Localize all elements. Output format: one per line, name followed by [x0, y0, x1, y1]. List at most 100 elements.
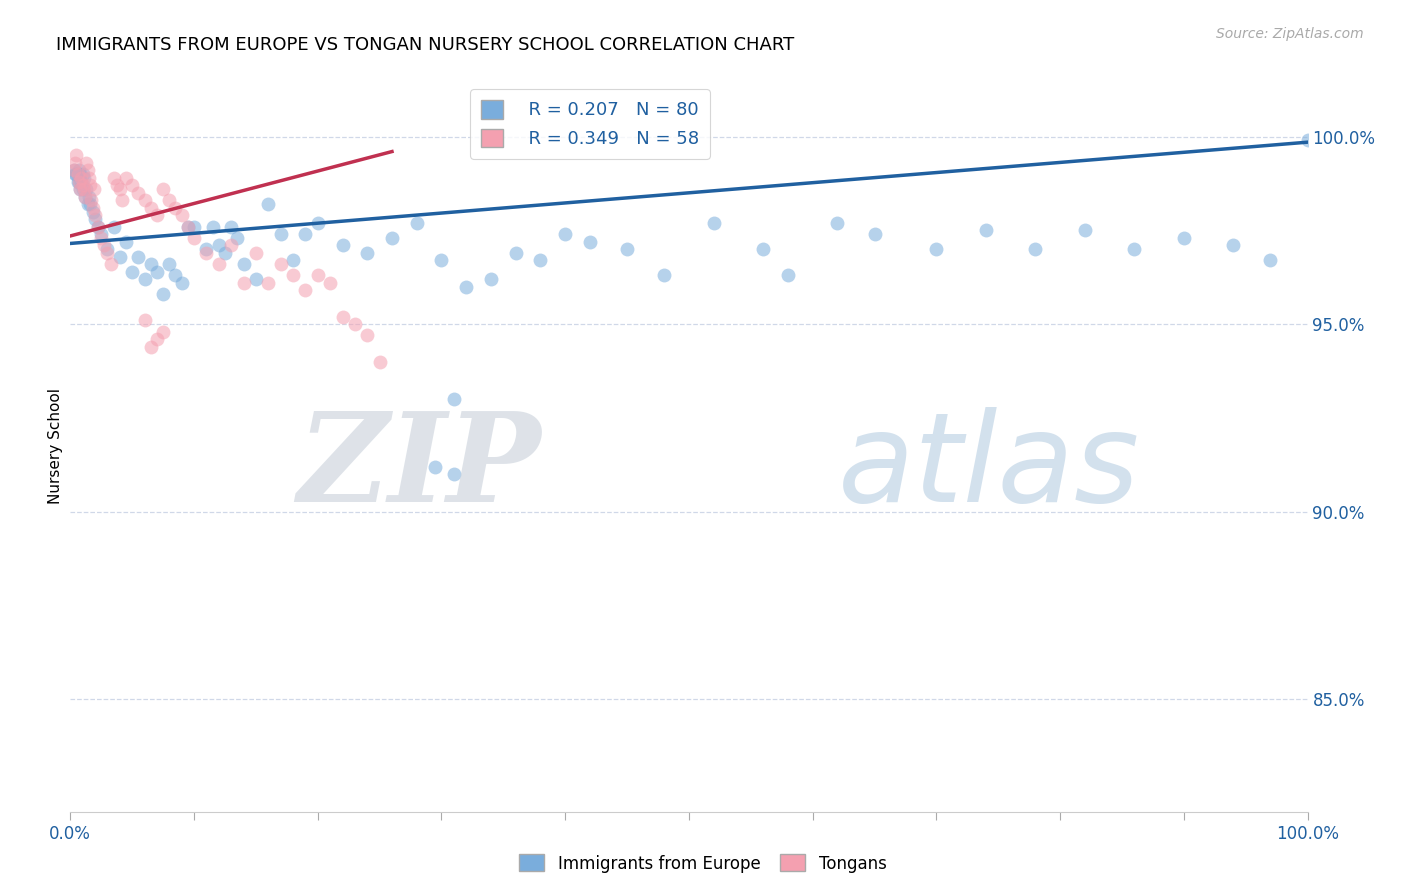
Point	[86, 219, 108, 234]
Point	[281, 268, 304, 283]
Point	[1260, 253, 1282, 268]
Point	[177, 219, 200, 234]
Point	[245, 245, 267, 260]
Point	[100, 257, 122, 271]
Point	[195, 245, 218, 260]
Point	[65, 148, 87, 162]
Point	[257, 197, 280, 211]
Point	[80, 194, 103, 208]
Point	[456, 279, 478, 293]
Point	[67, 163, 90, 178]
Point	[170, 208, 193, 222]
Point	[219, 238, 242, 252]
Point	[925, 242, 948, 256]
Point	[1024, 242, 1046, 256]
Point	[90, 227, 112, 241]
Point	[863, 227, 886, 241]
Point	[319, 276, 342, 290]
Point	[752, 242, 775, 256]
Point	[201, 219, 224, 234]
Point	[66, 167, 89, 181]
Point	[332, 238, 354, 252]
Point	[703, 216, 725, 230]
Point	[146, 208, 169, 222]
Point	[73, 182, 96, 196]
Point	[214, 245, 236, 260]
Point	[75, 182, 97, 196]
Point	[108, 250, 131, 264]
Point	[368, 354, 391, 368]
Point	[65, 156, 87, 170]
Text: Source: ZipAtlas.com: Source: ZipAtlas.com	[1216, 27, 1364, 41]
Point	[381, 231, 404, 245]
Point	[1296, 133, 1319, 147]
Point	[1173, 231, 1195, 245]
Point	[529, 253, 551, 268]
Point	[108, 182, 131, 196]
Point	[652, 268, 675, 283]
Point	[157, 194, 180, 208]
Point	[332, 310, 354, 324]
Point	[281, 253, 304, 268]
Point	[165, 268, 187, 283]
Point	[105, 178, 128, 193]
Point	[75, 156, 97, 170]
Point	[257, 276, 280, 290]
Y-axis label: Nursery School: Nursery School	[48, 388, 63, 504]
Point	[208, 238, 231, 252]
Point	[270, 227, 292, 241]
Point	[554, 227, 576, 241]
Point	[170, 276, 193, 290]
Point	[72, 182, 94, 196]
Legend: Immigrants from Europe, Tongans: Immigrants from Europe, Tongans	[513, 847, 893, 880]
Point	[82, 204, 104, 219]
Point	[425, 459, 447, 474]
Point	[219, 219, 242, 234]
Point	[69, 167, 91, 181]
Point	[146, 264, 169, 278]
Point	[146, 332, 169, 346]
Point	[84, 208, 107, 222]
Point	[115, 170, 138, 185]
Point	[974, 223, 997, 237]
Point	[134, 272, 156, 286]
Point	[66, 175, 89, 189]
Point	[443, 467, 465, 482]
Point	[73, 170, 96, 185]
Point	[195, 242, 218, 256]
Point	[82, 201, 104, 215]
Point	[127, 186, 149, 200]
Point	[77, 170, 100, 185]
Point	[139, 257, 162, 271]
Point	[776, 268, 799, 283]
Point	[69, 182, 91, 196]
Point	[66, 167, 89, 181]
Point	[79, 178, 101, 193]
Point	[307, 268, 329, 283]
Point	[356, 245, 378, 260]
Point	[157, 257, 180, 271]
Text: atlas: atlas	[838, 408, 1139, 528]
Point	[152, 325, 174, 339]
Point	[356, 328, 378, 343]
Text: ZIP: ZIP	[297, 407, 540, 529]
Point	[479, 272, 502, 286]
Point	[1222, 238, 1244, 252]
Point	[63, 163, 86, 178]
Point	[343, 317, 366, 331]
Point	[84, 212, 107, 227]
Point	[79, 197, 101, 211]
Point	[505, 245, 527, 260]
Point	[183, 231, 205, 245]
Point	[139, 201, 162, 215]
Point	[294, 227, 316, 241]
Point	[307, 216, 329, 230]
Point	[226, 231, 249, 245]
Point	[67, 175, 90, 189]
Point	[70, 170, 93, 185]
Point	[208, 257, 231, 271]
Point	[96, 245, 118, 260]
Point	[294, 283, 316, 297]
Point	[430, 253, 453, 268]
Point	[616, 242, 638, 256]
